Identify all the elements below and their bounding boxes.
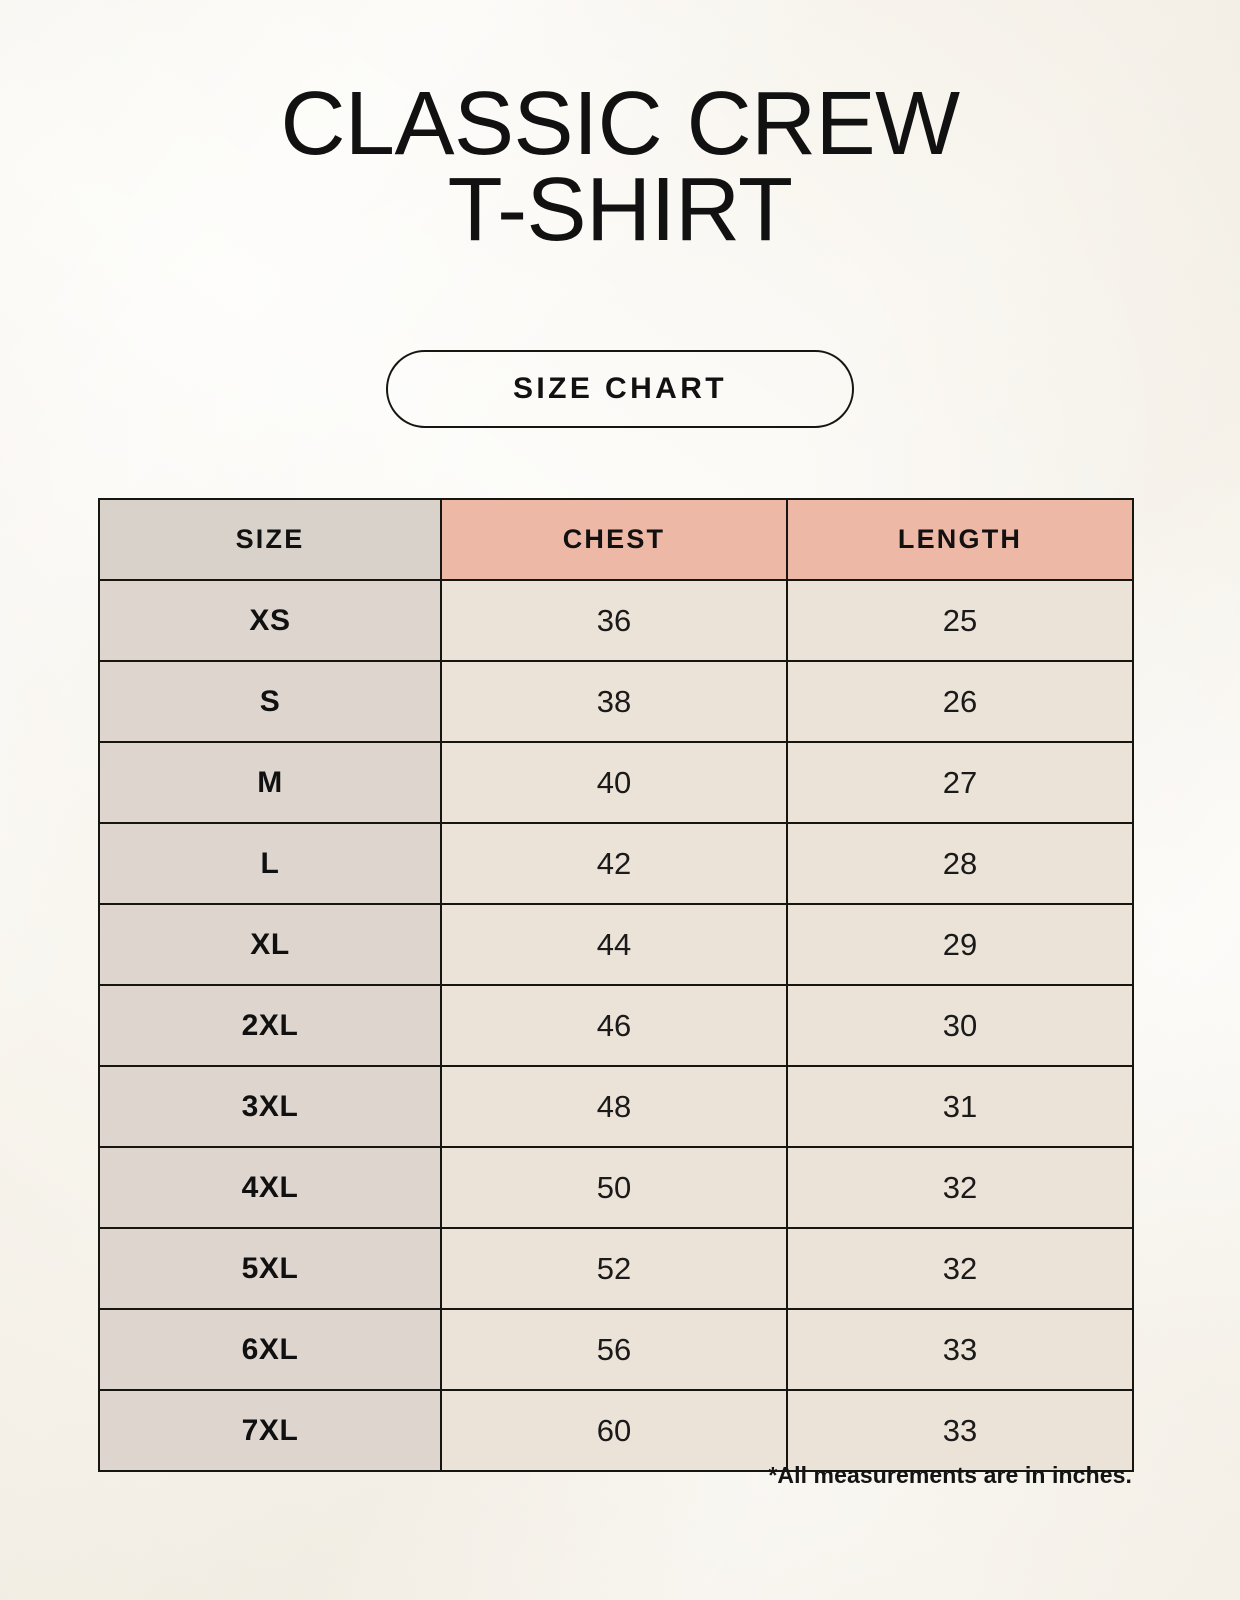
- cell-length: 28: [786, 822, 1134, 905]
- cell-chest: 52: [440, 1227, 788, 1310]
- cell-chest: 36: [440, 579, 788, 662]
- table-row: 2XL 46 30: [98, 984, 1134, 1067]
- size-chart-table: SIZE CHEST LENGTH XS 36 25 S 38 26 M: [98, 498, 1134, 1472]
- page-title: CLASSIC CREW T-SHIRT: [280, 74, 960, 260]
- cell-length: 32: [786, 1227, 1134, 1310]
- cell-length: 30: [786, 984, 1134, 1067]
- cell-size: 7XL: [98, 1389, 442, 1472]
- cell-chest: 40: [440, 741, 788, 824]
- cell-size: XS: [98, 579, 442, 662]
- cell-size: 4XL: [98, 1146, 442, 1229]
- cell-size: 5XL: [98, 1227, 442, 1310]
- cell-chest: 50: [440, 1146, 788, 1229]
- table-row: XL 44 29: [98, 903, 1134, 986]
- cell-chest: 60: [440, 1389, 788, 1472]
- measurement-units-note: *All measurements are in inches.: [768, 1462, 1132, 1488]
- cell-size: L: [98, 822, 442, 905]
- table-row: M 40 27: [98, 741, 1134, 824]
- column-header-length: LENGTH: [786, 498, 1134, 581]
- cell-length: 32: [786, 1146, 1134, 1229]
- table-body: XS 36 25 S 38 26 M 40 27 L 42 28: [98, 579, 1134, 1472]
- cell-length: 25: [786, 579, 1134, 662]
- cell-length: 33: [786, 1308, 1134, 1391]
- table-header: SIZE CHEST LENGTH: [98, 498, 1134, 581]
- cell-size: 2XL: [98, 984, 442, 1067]
- cell-size: M: [98, 741, 442, 824]
- table-row: S 38 26: [98, 660, 1134, 743]
- cell-size: S: [98, 660, 442, 743]
- cell-size: XL: [98, 903, 442, 986]
- table-header-row: SIZE CHEST LENGTH: [98, 498, 1134, 581]
- cell-length: 29: [786, 903, 1134, 986]
- cell-chest: 56: [440, 1308, 788, 1391]
- table-row: 7XL 60 33: [98, 1389, 1134, 1472]
- cell-length: 27: [786, 741, 1134, 824]
- cell-chest: 46: [440, 984, 788, 1067]
- cell-length: 33: [786, 1389, 1134, 1472]
- table-row: 3XL 48 31: [98, 1065, 1134, 1148]
- table-row: 4XL 50 32: [98, 1146, 1134, 1229]
- table-row: L 42 28: [98, 822, 1134, 905]
- size-table-container: SIZE CHEST LENGTH XS 36 25 S 38 26 M: [98, 498, 1134, 1472]
- cell-chest: 38: [440, 660, 788, 743]
- table-row: XS 36 25: [98, 579, 1134, 662]
- table-row: 5XL 52 32: [98, 1227, 1134, 1310]
- cell-chest: 48: [440, 1065, 788, 1148]
- table-row: 6XL 56 33: [98, 1308, 1134, 1391]
- size-chart-badge: SIZE CHART: [386, 350, 854, 428]
- column-header-size: SIZE: [98, 498, 442, 581]
- cell-length: 31: [786, 1065, 1134, 1148]
- cell-chest: 42: [440, 822, 788, 905]
- cell-length: 26: [786, 660, 1134, 743]
- cell-chest: 44: [440, 903, 788, 986]
- column-header-chest: CHEST: [440, 498, 788, 581]
- badge-container: SIZE CHART: [0, 350, 1240, 428]
- cell-size: 3XL: [98, 1065, 442, 1148]
- cell-size: 6XL: [98, 1308, 442, 1391]
